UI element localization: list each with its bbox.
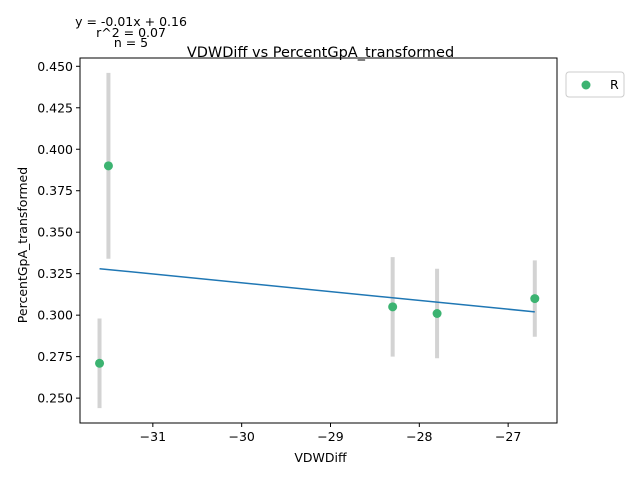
y-tick-label: 0.425: [37, 100, 73, 115]
regression-line: [99, 267, 535, 313]
y-tick-label: 0.450: [37, 59, 73, 74]
error-bars: [97, 72, 537, 409]
y-tick-label: 0.250: [37, 391, 73, 406]
y-tick-label: 0.275: [37, 349, 73, 364]
fit-r-squared: r^2 = 0.07: [96, 25, 166, 40]
legend: R: [565, 71, 625, 98]
data-point: [388, 302, 398, 312]
y-tick-label: 0.300: [37, 308, 73, 323]
data-point: [95, 358, 105, 368]
y-tick-label: 0.350: [37, 225, 73, 240]
legend-box: [565, 71, 625, 98]
y-axis-label: PercentGpA_transformed: [15, 167, 30, 323]
fit-sample-count: n = 5: [114, 35, 148, 50]
data-point: [432, 309, 442, 318]
x-tick-label: −28: [406, 429, 432, 444]
y-axis-ticks: 0.250 0.275 0.300 0.325 0.350 0.375 0.400 0.425…: [37, 59, 80, 406]
x-tick-label: −29: [317, 429, 343, 444]
legend-marker: [581, 80, 591, 90]
x-axis-ticks: −31 −30 −29 −28 −27: [140, 423, 521, 444]
fit-equation: y = -0.01x + 0.16: [75, 14, 187, 29]
data-point: [103, 161, 113, 171]
y-tick-label: 0.400: [37, 142, 73, 157]
x-tick-label: −27: [495, 429, 521, 444]
x-axis-label: VDWDiff: [294, 450, 347, 465]
y-tick-label: 0.325: [37, 266, 73, 281]
y-tick-label: 0.375: [37, 183, 73, 198]
legend-label-r: R: [610, 77, 619, 92]
data-points: [95, 161, 540, 368]
data-point: [530, 294, 540, 304]
x-tick-label: −31: [140, 429, 166, 444]
x-tick-label: −30: [228, 429, 254, 444]
chart-title: VDWDiff vs PercentGpA_transformed: [187, 45, 454, 61]
plot-frame: [79, 57, 558, 424]
